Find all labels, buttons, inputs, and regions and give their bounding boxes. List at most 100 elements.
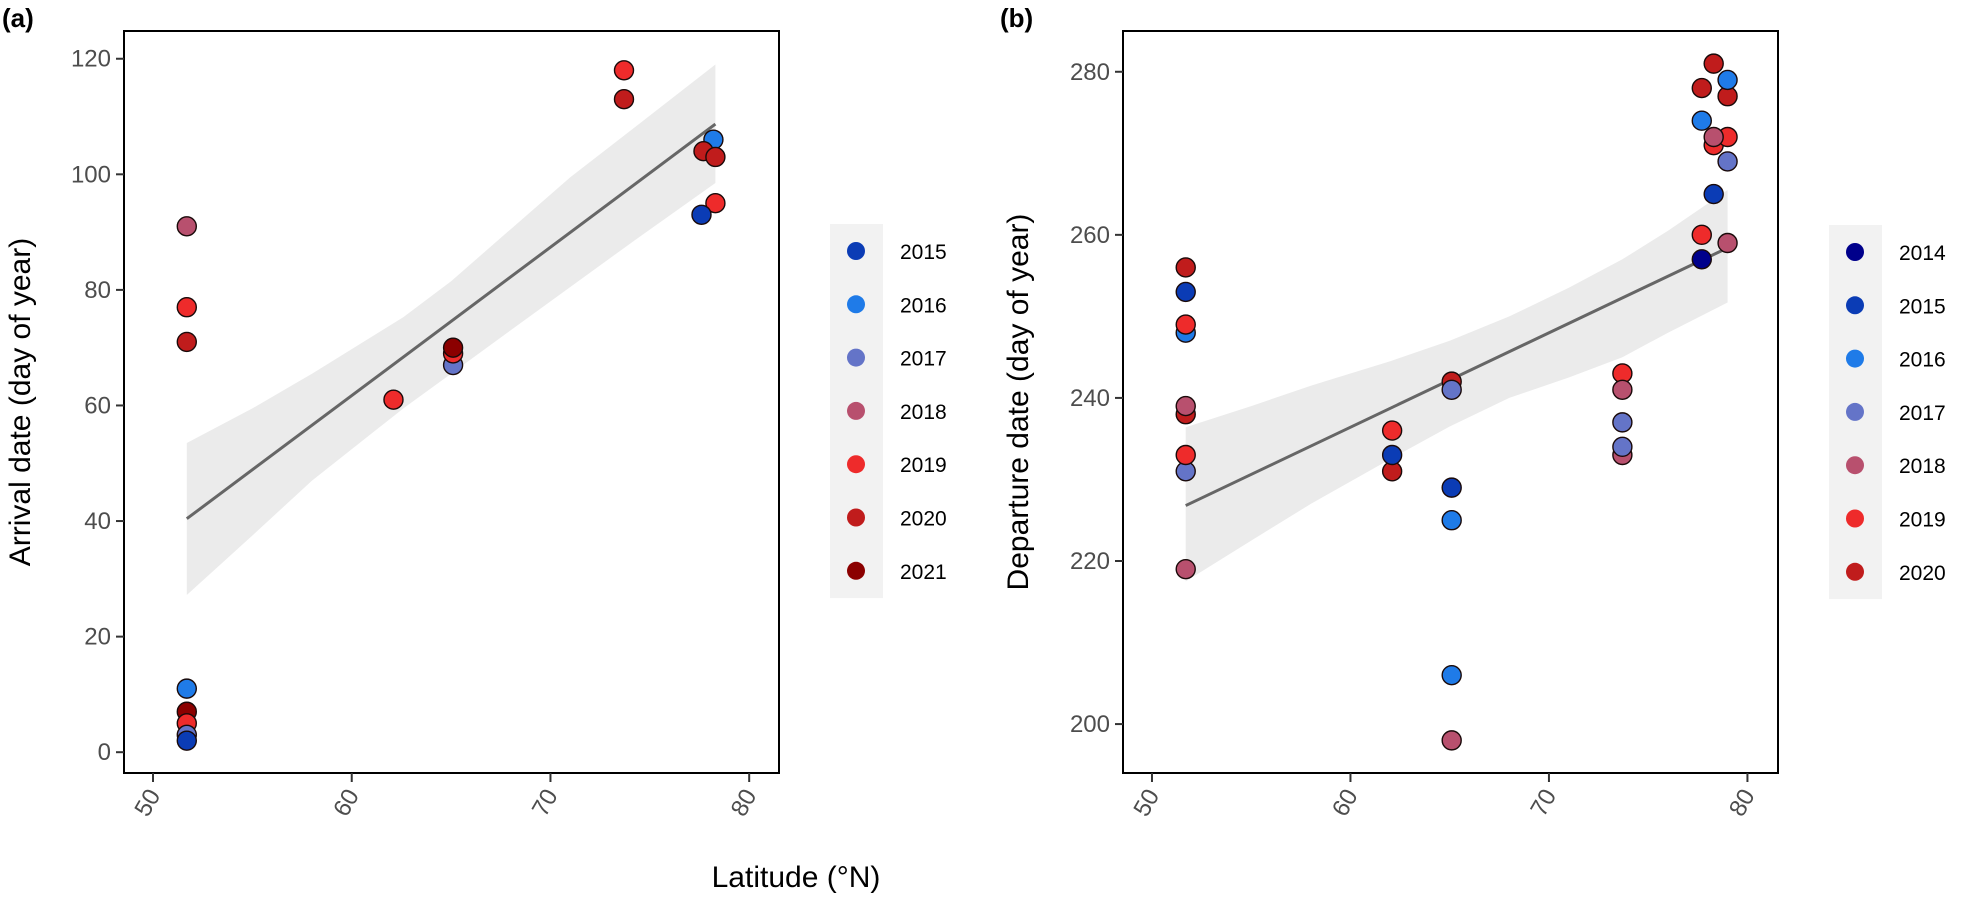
panel-a-regression-line [185,122,717,520]
panel-b-legend-swatch-2018 [1846,456,1864,475]
panel-b-points [1175,53,1738,751]
panel-b-data-point-2020 [1703,53,1724,74]
panel-a-legend: 2015 2016 2017 2018 2019 2020 2021 [830,224,947,599]
panel-b-data-point-2019 [1691,224,1712,246]
panel-a-legend-swatch-2021 [847,561,865,580]
panel-b-x-tick-label: 70 [1525,785,1562,822]
shared-x-axis-title: Latitude (°N) [712,861,881,894]
panel-a-arrival: (a) 0 20 40 60 80 100 120 50 60 70 80 Arrival dat… [2,3,947,821]
panel-b-data-point-2019 [1175,444,1196,466]
panel-a-data-point-2015 [176,730,197,751]
panel-b-legend-swatch-2015 [1846,296,1864,315]
panel-b-x-tick-label: 50 [1128,785,1165,822]
panel-b-data-point-2017 [1612,436,1633,458]
panel-b-data-point-2016 [1691,110,1712,131]
panel-b-departure: (b) 200 220 240 260 280 50 60 70 80 Departure d… [1000,3,1946,821]
panel-b-data-point-2019 [1175,314,1196,335]
panel-a-y-ticks: 0 20 40 60 80 100 120 [71,46,124,766]
panel-a-y-tick-label: 0 [98,739,111,766]
panel-b-legend-label-2020: 2020 [1899,562,1946,585]
panel-a-x-tick-label: 70 [527,785,564,822]
panel-b-data-point-2016 [1441,664,1462,686]
panel-a-legend-label-2016: 2016 [900,294,947,317]
panel-b-x-tick-label: 80 [1724,785,1761,822]
panel-a-x-tick-label: 80 [726,785,763,822]
panel-b-legend-swatch-2020 [1846,562,1864,581]
panel-a-data-point-2015 [691,204,712,225]
panel-a-x-tick-label: 50 [129,785,166,822]
panel-b-data-point-2018 [1612,379,1633,400]
panel-a-data-point-2021 [442,337,464,358]
panel-a-data-point-2020 [176,331,197,353]
panel-a-data-point-2019 [613,60,635,81]
panel-b-data-point-2017 [1717,151,1738,172]
panel-b-legend-label-2017: 2017 [1899,402,1946,425]
panel-b-plot-frame [1122,30,1779,774]
panel-a-confidence-band-group [186,64,716,595]
panel-a-y-tick-label: 100 [71,161,111,188]
panel-a-legend-swatch-2020 [847,508,865,527]
panel-a-data-point-2019 [705,193,726,214]
panel-a-data-point-2020 [705,146,726,168]
panel-a-legend-label-2018: 2018 [900,401,947,424]
panel-a-x-ticks: 50 60 70 80 [129,773,762,821]
panel-a-data-point-2016 [176,678,197,699]
panel-a-tag: (a) [2,3,34,33]
panel-b-data-point-2015 [1703,183,1724,205]
panel-b-y-ticks: 200 220 240 260 280 [1070,59,1123,738]
panel-b-legend-label-2014: 2014 [1899,242,1946,265]
panel-a-y-axis-title: Arrival date (day of year) [4,238,37,566]
panel-a-data-point-2020 [613,88,635,110]
panel-a-plot-frame [123,30,780,774]
panel-a-legend-swatch-2018 [847,401,865,420]
panel-b-data-point-2015 [1441,477,1462,498]
panel-b-x-ticks: 50 60 70 80 [1128,773,1761,822]
panel-b-data-point-2016 [1441,510,1462,531]
panel-a-legend-label-2021: 2021 [900,561,947,584]
panel-a-legend-swatch-2017 [847,348,865,367]
panel-b-legend-label-2018: 2018 [1899,455,1946,478]
panel-b-data-point-2019 [1381,420,1403,441]
panel-a-confidence-band [186,64,716,595]
panel-a-data-point-2018 [176,216,197,237]
panel-b-data-point-2017 [1612,412,1633,433]
panel-b-data-point-2014 [1691,249,1712,270]
panel-b-y-tick-label: 280 [1070,59,1110,86]
panel-b-legend-swatch-2016 [1846,349,1864,368]
panel-a-x-tick-label: 60 [328,785,365,822]
panel-a-y-tick-label: 120 [71,46,111,73]
panel-b-data-point-2018 [1441,730,1462,751]
panel-a-legend-swatch-2016 [847,295,865,314]
panel-b-data-point-2015 [1175,281,1196,303]
panel-a-regression-group [185,122,717,520]
panel-b-data-point-2020 [1691,77,1712,99]
panel-a-y-tick-label: 40 [84,508,111,535]
panel-a-y-tick-label: 80 [84,277,111,304]
panel-b-data-point-2016 [1717,69,1738,91]
panel-b-tag: (b) [1000,3,1033,33]
panel-b-y-tick-label: 260 [1070,222,1110,249]
panel-a-legend-label-2015: 2015 [900,241,947,264]
panel-b-legend-label-2019: 2019 [1899,509,1946,532]
panel-b-legend: 2014 2015 2016 2017 2018 2019 2020 [1829,225,1946,600]
panel-b-data-point-2020 [1175,257,1196,278]
panel-a-legend-swatch-2015 [847,242,865,260]
panel-b-y-tick-label: 240 [1070,385,1110,412]
panel-b-legend-label-2016: 2016 [1899,349,1946,372]
panel-a-legend-swatch-2019 [847,455,865,474]
panel-b-data-point-2018 [1717,232,1738,254]
panel-b-y-tick-label: 220 [1070,548,1110,575]
panel-b-y-tick-label: 200 [1070,711,1110,738]
panel-b-y-axis-title: Departure date (day of year) [1002,214,1035,591]
panel-a-legend-label-2017: 2017 [900,348,947,371]
panel-a-y-tick-label: 60 [84,392,111,419]
panel-a-data-point-2019 [383,389,404,410]
panel-b-data-point-2018 [1175,558,1196,580]
panel-b-data-point-2015 [1381,444,1403,466]
panel-a-data-point-2019 [176,297,197,318]
panel-a-points [176,60,726,751]
panel-b-data-point-2017 [1441,379,1462,400]
panel-b-data-point-2018 [1703,126,1724,148]
panel-b-x-tick-label: 60 [1327,785,1364,822]
panel-b-legend-swatch-2014 [1846,243,1864,261]
